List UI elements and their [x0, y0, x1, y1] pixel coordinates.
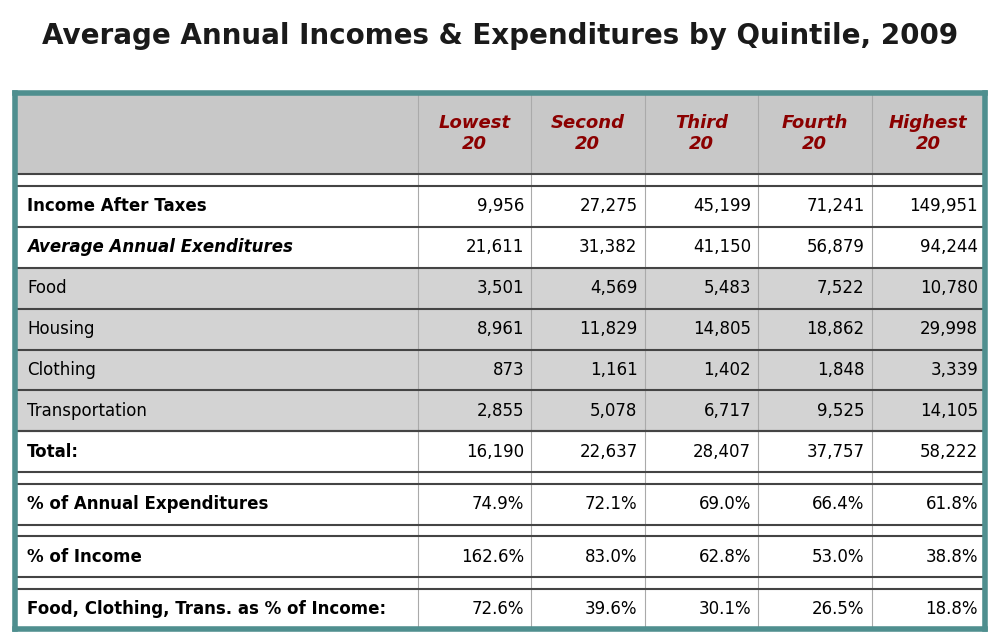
Text: 14,105: 14,105	[920, 402, 978, 420]
Text: 29,998: 29,998	[920, 320, 978, 338]
Text: 27,275: 27,275	[579, 197, 638, 215]
Text: 1,161: 1,161	[590, 361, 638, 379]
Text: 18.8%: 18.8%	[925, 600, 978, 618]
Text: 94,244: 94,244	[920, 238, 978, 256]
Text: 74.9%: 74.9%	[472, 495, 524, 513]
Text: Average Annual Incomes & Expenditures by Quintile, 2009: Average Annual Incomes & Expenditures by…	[42, 22, 958, 50]
Text: Average Annual Exenditures: Average Annual Exenditures	[27, 238, 293, 256]
Text: Lowest
20: Lowest 20	[438, 114, 510, 153]
Text: 22,637: 22,637	[579, 443, 638, 461]
Text: 30.1%: 30.1%	[698, 600, 751, 618]
Text: Total:: Total:	[27, 443, 79, 461]
Text: 28,407: 28,407	[693, 443, 751, 461]
Text: 56,879: 56,879	[807, 238, 865, 256]
Text: 38.8%: 38.8%	[925, 548, 978, 566]
Text: 58,222: 58,222	[920, 443, 978, 461]
Text: Food: Food	[27, 279, 67, 297]
Text: 71,241: 71,241	[806, 197, 865, 215]
Text: % of Annual Expenditures: % of Annual Expenditures	[27, 495, 268, 513]
Text: Transportation: Transportation	[27, 402, 147, 420]
Text: 53.0%: 53.0%	[812, 548, 865, 566]
Text: Clothing: Clothing	[27, 361, 96, 379]
Text: Third
20: Third 20	[675, 114, 728, 153]
Text: 14,805: 14,805	[693, 320, 751, 338]
Text: Food, Clothing, Trans. as % of Income:: Food, Clothing, Trans. as % of Income:	[27, 600, 386, 618]
Text: 72.6%: 72.6%	[472, 600, 524, 618]
Text: 61.8%: 61.8%	[925, 495, 978, 513]
Text: 69.0%: 69.0%	[699, 495, 751, 513]
Text: 3,501: 3,501	[476, 279, 524, 297]
Text: 39.6%: 39.6%	[585, 600, 638, 618]
Text: % of Income: % of Income	[27, 548, 142, 566]
Text: 2,855: 2,855	[477, 402, 524, 420]
Text: 1,402: 1,402	[703, 361, 751, 379]
Text: 37,757: 37,757	[807, 443, 865, 461]
Text: Fourth
20: Fourth 20	[782, 114, 848, 153]
Text: 8,961: 8,961	[477, 320, 524, 338]
Text: Income After Taxes: Income After Taxes	[27, 197, 207, 215]
Text: Housing: Housing	[27, 320, 94, 338]
Text: 66.4%: 66.4%	[812, 495, 865, 513]
Text: 72.1%: 72.1%	[585, 495, 638, 513]
Text: 21,611: 21,611	[466, 238, 524, 256]
Text: 31,382: 31,382	[579, 238, 638, 256]
Text: 149,951: 149,951	[909, 197, 978, 215]
Text: 6,717: 6,717	[704, 402, 751, 420]
Text: 11,829: 11,829	[579, 320, 638, 338]
Text: 9,525: 9,525	[817, 402, 865, 420]
Text: 62.8%: 62.8%	[699, 548, 751, 566]
Text: 5,483: 5,483	[704, 279, 751, 297]
Text: 18,862: 18,862	[806, 320, 865, 338]
Text: 162.6%: 162.6%	[461, 548, 524, 566]
Text: 45,199: 45,199	[693, 197, 751, 215]
Text: 26.5%: 26.5%	[812, 600, 865, 618]
Text: 10,780: 10,780	[920, 279, 978, 297]
Text: 4,569: 4,569	[590, 279, 638, 297]
Text: 16,190: 16,190	[466, 443, 524, 461]
Text: 873: 873	[492, 361, 524, 379]
Text: Highest
20: Highest 20	[889, 114, 968, 153]
Text: 7,522: 7,522	[817, 279, 865, 297]
Text: 5,078: 5,078	[590, 402, 638, 420]
Text: 83.0%: 83.0%	[585, 548, 638, 566]
Text: 9,956: 9,956	[477, 197, 524, 215]
Text: Second
20: Second 20	[551, 114, 625, 153]
Text: 1,848: 1,848	[817, 361, 865, 379]
Text: 41,150: 41,150	[693, 238, 751, 256]
Text: 3,339: 3,339	[930, 361, 978, 379]
